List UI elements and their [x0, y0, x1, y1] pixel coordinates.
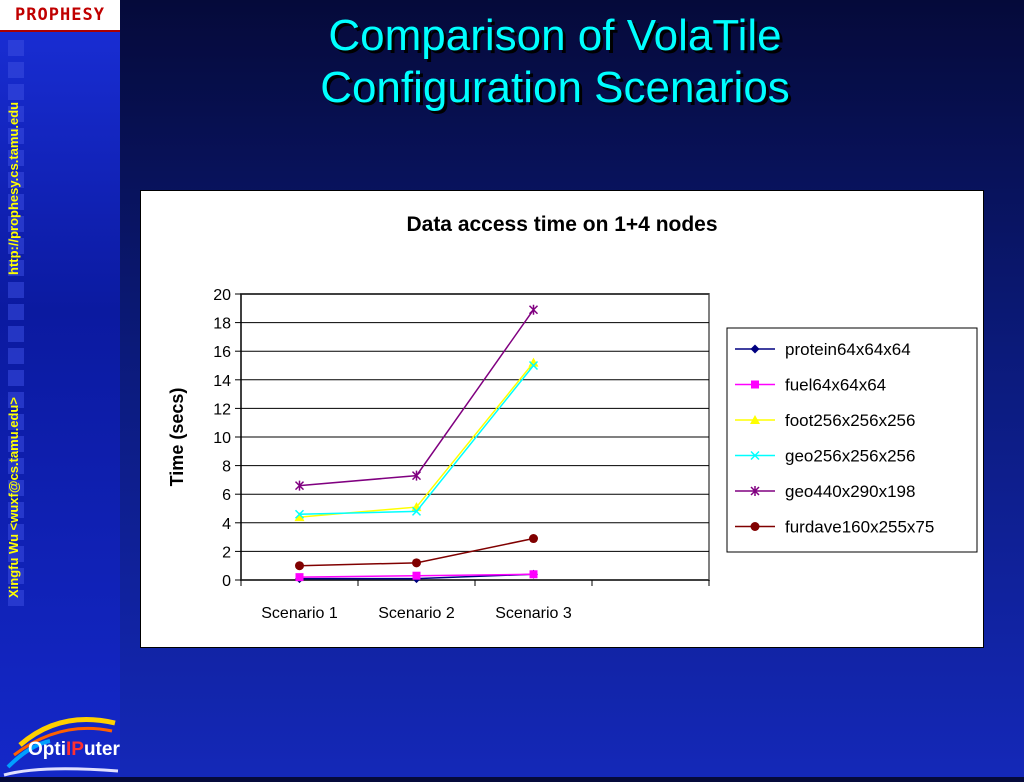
data-point [294, 512, 305, 522]
data-point [528, 360, 539, 371]
data-point [295, 561, 304, 571]
x-tick-label: Scenario 1 [261, 605, 338, 622]
legend-marker [750, 344, 760, 354]
y-tick-label: 10 [213, 430, 231, 447]
legend [726, 327, 978, 553]
optiputer-swoosh-icon [3, 716, 119, 777]
legend-marker [750, 522, 760, 531]
y-tick-label: 0 [222, 573, 231, 590]
series-line-geo256x256x256 [299, 365, 535, 515]
data-point [294, 480, 305, 491]
data-point [411, 470, 422, 481]
y-tick-label: 2 [222, 544, 231, 561]
sidebar: PROPHESY http://prophesy.cs.tamu.edu Xin… [0, 0, 120, 777]
slide-title: Comparison of VolaTile Configuration Sce… [130, 10, 980, 114]
optiputer-label: OptiIPuter [28, 739, 120, 760]
y-tick-label: 12 [213, 401, 231, 418]
data-point [412, 571, 421, 580]
data-point [294, 509, 305, 519]
data-point [295, 573, 304, 582]
y-tick-label: 16 [213, 344, 231, 361]
legend-label: geo256x256x256 [785, 447, 915, 466]
x-tick-label: Scenario 3 [495, 605, 572, 622]
sidebar-decoration [8, 40, 24, 612]
legend-label: furdave160x255x75 [785, 518, 934, 537]
legend-marker [750, 450, 760, 461]
legend-label: fuel64x64x64 [785, 376, 886, 395]
prophesy-logo: PROPHESY [0, 0, 120, 32]
y-axis-label: Time (secs) [167, 388, 187, 487]
y-tick-label: 6 [222, 487, 231, 504]
legend-label: geo440x290x198 [785, 482, 915, 501]
legend-label: foot256x256x256 [785, 411, 915, 430]
y-tick-label: 8 [222, 459, 231, 476]
y-tick-label: 18 [213, 316, 231, 333]
data-point [528, 357, 539, 367]
data-point [411, 506, 422, 516]
x-tick-label: Scenario 2 [378, 605, 455, 622]
logo-text: PROPHESY [15, 5, 105, 25]
chart-title: Data access time on 1+4 nodes [406, 213, 717, 236]
sidebar-url: http://prophesy.cs.tamu.edu [6, 101, 21, 275]
slide-title-line1: Comparison of VolaTile [328, 11, 782, 60]
data-point [529, 534, 538, 544]
legend-label: protein64x64x64 [785, 340, 911, 359]
chart: Data access time on 1+4 nodes 0 2 4 6 8 10 12 14… [167, 213, 978, 622]
y-tick-label: 14 [213, 373, 231, 390]
optiputer-logo: OptiIPuter [0, 705, 120, 777]
data-point [528, 304, 539, 315]
y-tick-label: 20 [213, 287, 231, 304]
data-point [529, 570, 538, 579]
legend-marker [750, 415, 760, 424]
y-tick-label: 4 [222, 516, 231, 533]
legend-marker [751, 380, 759, 389]
chart-panel: Data access time on 1+4 nodes 0 2 4 6 8 10 12 14… [140, 190, 984, 648]
sidebar-author: Xingfu Wu <wuxf@cs.tamu.edu> [6, 397, 21, 598]
legend-marker [750, 486, 760, 496]
data-point [412, 558, 421, 568]
series-line-geo440x290x198 [299, 309, 535, 487]
slide-title-line2: Configuration Scenarios [320, 63, 790, 112]
